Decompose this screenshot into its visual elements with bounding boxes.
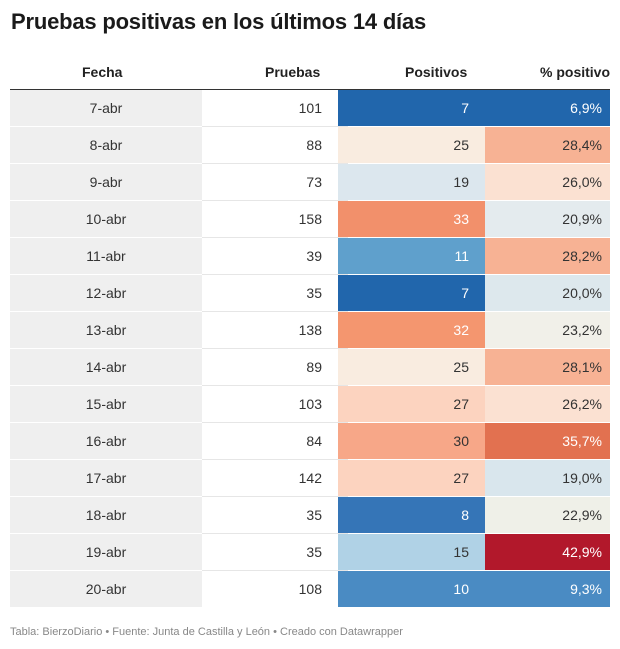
table-row: 18-abr 35 8 22,9% bbox=[10, 497, 610, 534]
cell-pct-positivo: 42,9% bbox=[485, 534, 610, 570]
cell-positivos: 27 bbox=[338, 460, 485, 496]
cell-pruebas: 101 bbox=[298, 100, 322, 116]
cell-positivos: 30 bbox=[338, 423, 485, 459]
cell-pruebas: 39 bbox=[306, 248, 322, 264]
cell-positivos: 11 bbox=[338, 238, 485, 274]
cell-pruebas: 35 bbox=[306, 544, 322, 560]
cell-pruebas: 89 bbox=[306, 359, 322, 375]
cell-positivos: 32 bbox=[338, 312, 485, 348]
table-row: 16-abr 84 30 35,7% bbox=[10, 423, 610, 460]
cell-fecha: 14-abr bbox=[10, 349, 202, 385]
cell-pct-positivo: 9,3% bbox=[485, 571, 610, 607]
table-row: 9-abr 73 19 26,0% bbox=[10, 164, 610, 201]
table-row: 14-abr 89 25 28,1% bbox=[10, 349, 610, 386]
cell-fecha: 12-abr bbox=[10, 275, 202, 311]
cell-fecha: 18-abr bbox=[10, 497, 202, 533]
table-title: Pruebas positivas en los últimos 14 días bbox=[11, 9, 427, 34]
cell-pct-positivo: 28,1% bbox=[485, 349, 610, 385]
row-divider bbox=[202, 200, 348, 201]
cell-pct-positivo: 28,4% bbox=[485, 127, 610, 163]
header-positivos[interactable]: Positivos bbox=[405, 64, 468, 80]
cell-positivos: 8 bbox=[338, 497, 485, 533]
cell-pruebas: 138 bbox=[298, 322, 322, 338]
table-row: 7-abr 101 7 6,9% bbox=[10, 90, 610, 127]
cell-fecha: 10-abr bbox=[10, 201, 202, 237]
row-divider bbox=[202, 496, 348, 497]
cell-pct-positivo: 20,9% bbox=[485, 201, 610, 237]
cell-pruebas: 35 bbox=[306, 285, 322, 301]
table-row: 17-abr 142 27 19,0% bbox=[10, 460, 610, 497]
row-divider bbox=[202, 237, 348, 238]
row-divider bbox=[202, 422, 348, 423]
row-divider bbox=[202, 348, 348, 349]
row-divider bbox=[202, 126, 348, 127]
row-divider bbox=[202, 385, 348, 386]
cell-pct-positivo: 28,2% bbox=[485, 238, 610, 274]
table-row: 12-abr 35 7 20,0% bbox=[10, 275, 610, 312]
cell-fecha: 20-abr bbox=[10, 571, 202, 607]
cell-pruebas: 142 bbox=[298, 470, 322, 486]
table-header: Fecha Pruebas Positivos % positivo bbox=[10, 56, 610, 90]
header-pruebas[interactable]: Pruebas bbox=[265, 64, 321, 80]
table-row: 10-abr 158 33 20,9% bbox=[10, 201, 610, 238]
cell-positivos: 25 bbox=[338, 349, 485, 385]
cell-positivos: 10 bbox=[338, 571, 485, 607]
header-pct-positivo[interactable]: % positivo bbox=[540, 64, 611, 80]
cell-pct-positivo: 26,2% bbox=[485, 386, 610, 422]
cell-pct-positivo: 23,2% bbox=[485, 312, 610, 348]
cell-positivos: 7 bbox=[338, 90, 485, 126]
cell-fecha: 11-abr bbox=[10, 238, 202, 274]
cell-pruebas: 88 bbox=[306, 137, 322, 153]
row-divider bbox=[202, 459, 348, 460]
row-divider bbox=[202, 311, 348, 312]
row-divider bbox=[202, 570, 348, 571]
cell-positivos: 33 bbox=[338, 201, 485, 237]
cell-pct-positivo: 19,0% bbox=[485, 460, 610, 496]
cell-pruebas: 103 bbox=[298, 396, 322, 412]
row-divider bbox=[202, 163, 348, 164]
cell-positivos: 15 bbox=[338, 534, 485, 570]
table-row: 13-abr 138 32 23,2% bbox=[10, 312, 610, 349]
row-divider bbox=[202, 274, 348, 275]
cell-fecha: 9-abr bbox=[10, 164, 202, 200]
cell-pruebas: 158 bbox=[298, 211, 322, 227]
cell-fecha: 16-abr bbox=[10, 423, 202, 459]
header-fecha[interactable]: Fecha bbox=[82, 64, 123, 80]
cell-positivos: 25 bbox=[338, 127, 485, 163]
cell-fecha: 19-abr bbox=[10, 534, 202, 570]
cell-pruebas: 73 bbox=[306, 174, 322, 190]
cell-pct-positivo: 26,0% bbox=[485, 164, 610, 200]
cell-pct-positivo: 6,9% bbox=[485, 90, 610, 126]
row-divider bbox=[202, 533, 348, 534]
cell-positivos: 19 bbox=[338, 164, 485, 200]
cell-pct-positivo: 22,9% bbox=[485, 497, 610, 533]
cell-fecha: 15-abr bbox=[10, 386, 202, 422]
cell-fecha: 8-abr bbox=[10, 127, 202, 163]
footer-credits: Tabla: BierzoDiario • Fuente: Junta de C… bbox=[10, 626, 403, 638]
table-row: 11-abr 39 11 28,2% bbox=[10, 238, 610, 275]
table-row: 19-abr 35 15 42,9% bbox=[10, 534, 610, 571]
cell-positivos: 7 bbox=[338, 275, 485, 311]
cell-pruebas: 35 bbox=[306, 507, 322, 523]
table-row: 15-abr 103 27 26,2% bbox=[10, 386, 610, 423]
cell-fecha: 7-abr bbox=[10, 90, 202, 126]
cell-pct-positivo: 35,7% bbox=[485, 423, 610, 459]
table-row: 8-abr 88 25 28,4% bbox=[10, 127, 610, 164]
table-row: 20-abr 108 10 9,3% bbox=[10, 571, 610, 608]
cell-pruebas: 108 bbox=[298, 581, 322, 597]
cell-pct-positivo: 20,0% bbox=[485, 275, 610, 311]
cell-pruebas: 84 bbox=[306, 433, 322, 449]
cell-positivos: 27 bbox=[338, 386, 485, 422]
cell-fecha: 13-abr bbox=[10, 312, 202, 348]
cell-fecha: 17-abr bbox=[10, 460, 202, 496]
